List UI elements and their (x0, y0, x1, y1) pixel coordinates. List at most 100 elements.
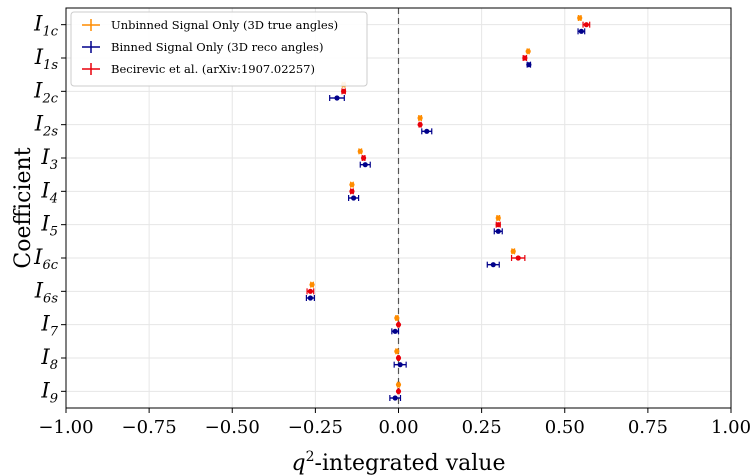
data-marks (305, 15, 591, 401)
coefficient-subscript: 8 (50, 358, 58, 373)
data-point (305, 295, 315, 301)
data-marker (395, 388, 402, 394)
coefficient-subscript: 5 (50, 225, 58, 240)
data-marker (349, 182, 355, 188)
data-point (348, 195, 360, 201)
x-axis-title-var: q (292, 451, 306, 475)
coefficient-subscript: 2s (42, 125, 58, 140)
coefficient-subscript: 9 (50, 391, 58, 406)
data-point (395, 355, 402, 361)
y-tick-label: I6c (33, 245, 59, 273)
data-marker (334, 95, 340, 101)
data-marker (515, 255, 521, 261)
data-marker (307, 295, 313, 301)
coefficient-symbol: I (40, 345, 50, 369)
coefficient-subscript: 1s (43, 58, 58, 73)
y-tick-label: I2s (34, 112, 59, 140)
data-point (486, 261, 500, 268)
y-tick-label: I7 (40, 312, 58, 340)
x-axis-title-sup: 2 (306, 449, 315, 465)
data-point (306, 288, 315, 295)
coefficient-subscript: 6c (42, 258, 58, 273)
y-tick-label: I1s (34, 45, 59, 73)
data-marker (351, 195, 357, 201)
data-point (309, 281, 315, 288)
data-point (341, 88, 347, 95)
data-marker (522, 55, 528, 61)
x-tick-label: −1.00 (38, 417, 93, 438)
coefficient-symbol: I (34, 278, 44, 302)
data-marker (395, 382, 402, 388)
data-point (359, 161, 371, 168)
coefficient-symbol: I (40, 178, 50, 202)
x-tick-label: −0.25 (288, 417, 343, 438)
data-marker (525, 48, 531, 54)
data-point (395, 388, 402, 395)
data-marker (417, 115, 423, 121)
x-tick-label: −0.50 (205, 417, 260, 438)
coefficient-symbol: I (34, 112, 44, 136)
coefficient-subscript: 2c (41, 91, 58, 106)
coefficient-symbol: I (40, 212, 50, 236)
data-point (357, 148, 363, 155)
data-point (525, 48, 531, 55)
data-point (495, 221, 501, 228)
data-marker (360, 155, 367, 161)
data-point (389, 395, 402, 401)
x-ticks: −1.00 −0.75 −0.50 −0.25 0.00 0.25 0.50 0.75 1.00 (38, 408, 750, 438)
x-tick-label: 1.00 (711, 417, 750, 438)
data-marker (395, 355, 402, 361)
data-marker (362, 162, 368, 168)
x-axis-title: q2-integrated value (292, 449, 506, 475)
coefficient-symbol: I (34, 45, 44, 69)
legend-label: Unbinned Signal Only (3D true angles) (111, 18, 338, 32)
data-marker (392, 395, 398, 401)
data-point (349, 188, 355, 195)
y-tick-label: I9 (40, 378, 58, 406)
data-point (360, 155, 367, 161)
data-marker (526, 62, 532, 68)
data-point (349, 181, 355, 188)
x-tick-label: 0.25 (462, 417, 502, 438)
data-marker (397, 362, 403, 368)
data-marker (394, 315, 400, 321)
legend-box (70, 11, 368, 87)
coefficient-subscript: 1c (42, 25, 58, 40)
x-axis-title-rest: -integrated value (315, 451, 506, 475)
data-marker (392, 328, 398, 334)
y-tick-label: I3 (40, 145, 58, 173)
data-point (526, 61, 532, 68)
data-marker (395, 322, 402, 328)
data-point (393, 361, 407, 368)
data-marker (495, 228, 501, 234)
legend-entry: Unbinned Signal Only (3D true angles) (82, 18, 338, 32)
data-point (522, 55, 528, 61)
data-marker (495, 215, 501, 221)
data-marker (490, 262, 496, 268)
data-point (394, 315, 400, 321)
data-point (577, 28, 586, 35)
data-marker (510, 248, 516, 254)
legend-entry: Becirevic et al. (arXiv:1907.02257) (82, 62, 315, 76)
data-point (510, 255, 526, 261)
data-marker (349, 188, 355, 194)
x-tick-label: 0.00 (378, 417, 418, 438)
data-point (417, 115, 423, 121)
coefficient-subscript: 4 (49, 191, 58, 206)
y-tick-label: I5 (40, 212, 58, 240)
coefficient-symbol: I (33, 12, 43, 36)
legend: Unbinned Signal Only (3D true angles) Bin… (70, 11, 368, 87)
coefficient-symbol: I (33, 78, 43, 102)
data-point (395, 381, 402, 388)
coefficient-symbol: I (33, 245, 43, 269)
data-marker (495, 222, 501, 228)
data-point (495, 215, 501, 221)
data-marker (424, 128, 430, 134)
data-marker (341, 88, 347, 94)
y-tick-label: I4 (40, 178, 58, 206)
data-marker (307, 288, 313, 294)
y-axis-title: Coefficient (11, 147, 36, 268)
x-tick-label: 0.75 (628, 417, 668, 438)
y-tick-label: I8 (40, 345, 58, 373)
